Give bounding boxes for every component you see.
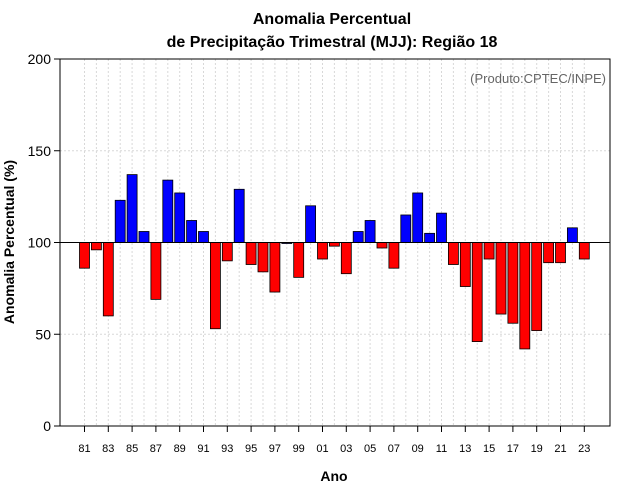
x-tick-label: 11 <box>436 443 447 455</box>
y-axis-label: Anomalia Percentual (%) <box>1 160 17 324</box>
x-tick-label: 05 <box>364 443 376 455</box>
bar-1982 <box>91 242 102 251</box>
bar-1993 <box>221 242 233 262</box>
x-tick-label: 95 <box>245 443 257 455</box>
bar-1995 <box>245 242 257 265</box>
axes-group: 0 50 100 150 200 81 83 85 87 89 91 93 95 97 99 01 03 05 07… <box>28 51 611 455</box>
bar-1981 <box>79 242 90 269</box>
x-tick-label: 97 <box>269 443 281 455</box>
x-axis-label: Ano <box>320 468 347 484</box>
y-tick-label: 50 <box>35 326 51 342</box>
x-tick-label: 19 <box>531 443 543 455</box>
bar-1989 <box>174 192 186 243</box>
bar-1990 <box>186 220 198 243</box>
bar-2013 <box>459 242 471 287</box>
chart-title-line2: de Precipitação Trimestral (MJJ): Região… <box>167 34 498 51</box>
bar-1983 <box>102 242 114 317</box>
bar-1996 <box>257 242 269 273</box>
x-tick-label: 93 <box>221 443 233 455</box>
chart-title-line1: Anomalia Percentual <box>253 11 411 28</box>
x-tick-label: 07 <box>388 443 400 455</box>
x-tick-label: 81 <box>78 443 90 455</box>
x-tick-label: 09 <box>412 443 424 455</box>
y-tick-label: 0 <box>43 418 51 434</box>
bar-2020 <box>543 242 554 264</box>
x-tick-label: 85 <box>126 443 138 455</box>
bar-2000 <box>305 205 317 243</box>
bar-1984 <box>114 199 126 243</box>
x-tick-label: 17 <box>507 443 519 455</box>
bar-2004 <box>352 231 364 243</box>
bar-2003 <box>340 242 352 275</box>
bar-2016 <box>495 242 507 315</box>
bar-2018 <box>519 242 531 350</box>
bar-1987 <box>150 242 162 300</box>
bar-2021 <box>555 242 566 264</box>
x-tick-label: 03 <box>340 443 352 455</box>
bar-1997 <box>269 242 281 293</box>
bar-2019 <box>531 242 543 331</box>
bar-2017 <box>507 242 519 324</box>
gridlines <box>60 58 610 427</box>
bar-2002 <box>328 242 340 247</box>
x-tick-label: 89 <box>174 443 186 455</box>
bar-2022 <box>567 227 578 243</box>
x-tick-label: 23 <box>578 443 590 455</box>
bar-1985 <box>126 174 138 243</box>
bars-group <box>79 174 590 350</box>
bar-1991 <box>198 231 209 243</box>
x-tick-label: 91 <box>197 443 209 455</box>
bar-2008 <box>400 214 412 243</box>
bar-2009 <box>412 192 424 243</box>
x-tick-label: 01 <box>316 443 328 455</box>
x-tick-label: 21 <box>554 443 566 455</box>
bar-2007 <box>388 242 400 269</box>
credit-label: (Produto:CPTEC/INPE) <box>470 71 606 86</box>
y-tick-label: 100 <box>28 235 52 251</box>
x-tick-label: 15 <box>483 443 495 455</box>
bar-2014 <box>471 242 483 342</box>
bar-2012 <box>447 242 459 265</box>
bar-1992 <box>209 242 221 330</box>
bar-1994 <box>233 188 245 243</box>
bar-2023 <box>578 242 590 260</box>
bar-2010 <box>424 232 436 243</box>
x-tick-label: 87 <box>150 443 162 455</box>
bar-1986 <box>138 231 150 243</box>
x-tick-label: 99 <box>293 443 305 455</box>
bar-2011 <box>436 212 447 243</box>
bar-1999 <box>293 242 305 278</box>
y-tick-label: 150 <box>28 143 52 159</box>
x-tick-label: 83 <box>102 443 114 455</box>
y-tick-label: 200 <box>28 51 52 67</box>
bar-1988 <box>162 179 174 243</box>
bar-2001 <box>317 242 328 260</box>
bar-2015 <box>483 242 495 260</box>
bar-2005 <box>364 220 376 243</box>
bar-2006 <box>376 242 388 249</box>
x-tick-label: 13 <box>459 443 471 455</box>
